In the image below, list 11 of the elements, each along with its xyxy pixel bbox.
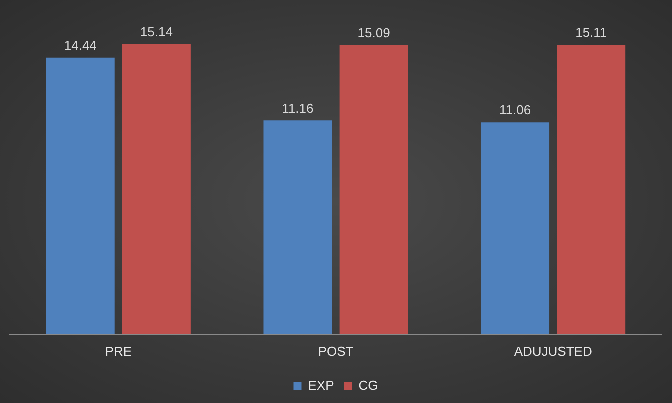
data-label: 15.09 — [358, 26, 390, 41]
legend-label: EXP — [308, 378, 334, 394]
data-label: 15.11 — [576, 25, 608, 40]
data-label: 14.44 — [64, 38, 97, 53]
x-tick-label: POST — [318, 344, 354, 359]
data-label: 11.16 — [282, 100, 314, 116]
data-label: 11.06 — [500, 102, 532, 118]
legend-label: CG — [358, 378, 378, 394]
x-tick-label: ADUJUSTED — [514, 344, 592, 359]
data-label: 15.14 — [140, 24, 173, 40]
x-tick-label: PRE — [105, 344, 132, 359]
